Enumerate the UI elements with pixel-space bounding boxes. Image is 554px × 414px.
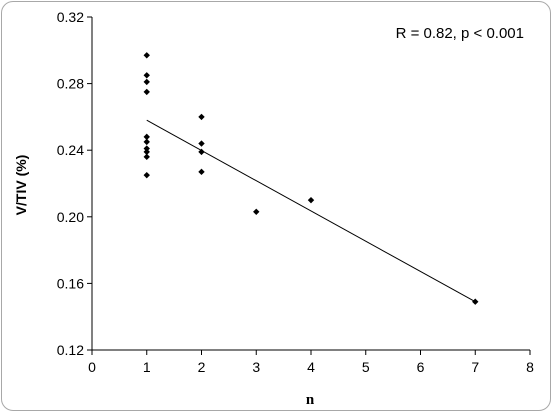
y-tick-label: 0.28 (57, 76, 84, 92)
data-point (143, 88, 150, 96)
data-point (143, 133, 150, 141)
data-point (143, 72, 150, 79)
y-tick-label: 0.24 (57, 142, 84, 158)
data-point (143, 78, 150, 86)
axes (91, 17, 530, 351)
data-points (143, 52, 479, 305)
x-axis-title: n (306, 392, 315, 408)
data-point (143, 52, 150, 59)
x-tick-label: 7 (471, 359, 479, 375)
x-tick-label: 6 (417, 359, 425, 375)
data-point (143, 145, 150, 152)
data-point (143, 148, 150, 156)
data-point (143, 171, 150, 179)
x-tick-label: 3 (252, 359, 260, 375)
data-point (307, 196, 315, 204)
trendline-group (146, 119, 476, 303)
data-point (198, 113, 205, 121)
stats-annotation: R = 0.82, p < 0.001 (396, 25, 524, 42)
y-tick-label: 0.12 (57, 342, 84, 358)
y-axis-title: V/TIV (%) (13, 155, 29, 216)
trendline (146, 119, 476, 303)
x-tick-label: 0 (88, 359, 96, 375)
y-tick-label: 0.20 (57, 209, 84, 225)
data-point (472, 298, 479, 305)
data-point (143, 153, 150, 161)
x-tick-label: 4 (307, 359, 315, 375)
x-tick-label: 5 (362, 359, 370, 375)
data-point (253, 208, 260, 216)
ticks: 0.12 0.16 0.20 0.24 0.28 0.32 0 1 2 3 4 5 6 7 8 (57, 9, 534, 375)
y-tick-label: 0.32 (57, 9, 84, 25)
data-point (198, 168, 205, 176)
y-tick-label: 0.16 (57, 275, 84, 291)
data-point (143, 138, 150, 146)
x-tick-label: 1 (143, 359, 151, 375)
x-tick-label: 2 (198, 359, 206, 375)
x-tick-label: 8 (526, 359, 534, 375)
data-point (198, 148, 205, 156)
data-point (198, 140, 205, 147)
